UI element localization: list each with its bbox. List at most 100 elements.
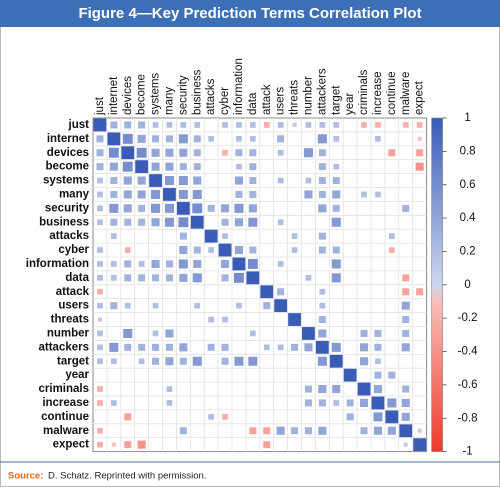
cell-square bbox=[248, 204, 257, 213]
cell-square bbox=[109, 203, 119, 213]
cell-square bbox=[193, 163, 201, 171]
color-tick-label: 0.4 bbox=[460, 212, 477, 224]
cell-square bbox=[208, 135, 215, 142]
cell-square bbox=[318, 399, 326, 407]
cell-square bbox=[97, 177, 103, 184]
cell-square bbox=[152, 357, 160, 365]
cell-square bbox=[318, 426, 327, 435]
cell-square bbox=[234, 218, 243, 227]
column-label: malware bbox=[400, 72, 412, 115]
cell-square bbox=[388, 371, 396, 379]
color-tick-label: 0.2 bbox=[460, 245, 476, 257]
cell-square bbox=[232, 257, 246, 271]
column-label: threats bbox=[289, 80, 301, 115]
cell-square bbox=[179, 273, 188, 282]
cell-square bbox=[246, 271, 260, 285]
cell-square bbox=[360, 329, 368, 337]
cell-square bbox=[124, 274, 132, 282]
cell-square bbox=[331, 259, 341, 269]
cell-square bbox=[249, 330, 256, 337]
cell-square bbox=[277, 135, 285, 143]
cell-square bbox=[402, 274, 410, 282]
cell-square bbox=[291, 343, 299, 351]
cell-square bbox=[274, 299, 288, 313]
cell-square bbox=[192, 273, 202, 283]
row-label: criminals bbox=[39, 383, 90, 395]
cell-square bbox=[124, 247, 131, 253]
source-label: Source: bbox=[8, 471, 43, 482]
cell-square bbox=[96, 149, 104, 157]
row-label: data bbox=[65, 272, 89, 284]
cell-square bbox=[110, 121, 118, 129]
cell-square bbox=[135, 160, 149, 174]
cell-square bbox=[194, 302, 201, 309]
cell-square bbox=[318, 385, 327, 394]
cell-square bbox=[305, 274, 312, 281]
cell-square bbox=[97, 247, 103, 253]
cell-square bbox=[249, 177, 257, 185]
cell-square bbox=[207, 343, 215, 351]
row-label: many bbox=[59, 188, 90, 200]
cell-square bbox=[138, 343, 146, 351]
cell-square bbox=[277, 261, 284, 267]
cell-square bbox=[304, 385, 312, 393]
cell-square bbox=[137, 190, 146, 199]
cell-square bbox=[110, 274, 117, 281]
cell-square bbox=[331, 273, 341, 283]
cell-square bbox=[333, 135, 340, 142]
cell-square bbox=[276, 426, 285, 435]
cell-square bbox=[360, 357, 369, 366]
cell-square bbox=[249, 122, 256, 128]
cell-square bbox=[249, 149, 257, 157]
cell-square bbox=[165, 343, 173, 351]
row-label: attacks bbox=[49, 230, 89, 242]
cell-square bbox=[110, 218, 118, 226]
cell-square bbox=[97, 317, 102, 322]
cell-square bbox=[263, 441, 271, 449]
cell-square bbox=[178, 217, 189, 228]
cell-square bbox=[346, 399, 354, 407]
cell-square bbox=[333, 163, 340, 170]
cell-square bbox=[343, 368, 357, 382]
cell-square bbox=[291, 233, 298, 240]
cell-square bbox=[123, 176, 132, 185]
cell-square bbox=[319, 302, 326, 309]
cell-square bbox=[402, 385, 410, 393]
cell-square bbox=[138, 358, 145, 365]
color-tick-label: -0.2 bbox=[458, 312, 478, 324]
cell-square bbox=[305, 177, 312, 184]
cell-square bbox=[402, 329, 410, 337]
cell-square bbox=[221, 343, 229, 351]
cell-square bbox=[402, 288, 410, 296]
cell-square bbox=[416, 122, 423, 128]
cell-square bbox=[138, 274, 146, 282]
cell-square bbox=[318, 163, 326, 171]
cell-square bbox=[277, 122, 284, 128]
cell-square bbox=[138, 204, 146, 212]
cell-square bbox=[263, 122, 270, 128]
cell-square bbox=[97, 427, 103, 434]
cell-square bbox=[97, 205, 103, 212]
row-label: continue bbox=[41, 411, 89, 423]
cell-square bbox=[249, 246, 257, 254]
cell-square bbox=[97, 219, 103, 226]
column-label: year bbox=[344, 92, 356, 115]
cell-square bbox=[208, 247, 215, 253]
cell-square bbox=[97, 441, 103, 448]
cell-square bbox=[236, 163, 242, 170]
cell-square bbox=[165, 260, 173, 268]
cell-square bbox=[151, 162, 160, 171]
header bbox=[0, 0, 500, 27]
cell-square bbox=[413, 438, 427, 452]
column-label: many bbox=[163, 87, 175, 115]
cell-square bbox=[194, 122, 201, 128]
cell-square bbox=[277, 344, 284, 351]
color-tick-label: 0.8 bbox=[460, 145, 476, 157]
column-label: just bbox=[94, 96, 106, 116]
cell-square bbox=[96, 135, 104, 143]
cell-square bbox=[97, 386, 103, 392]
cell-square bbox=[97, 288, 103, 295]
cell-square bbox=[166, 386, 173, 392]
cell-square bbox=[234, 356, 244, 366]
